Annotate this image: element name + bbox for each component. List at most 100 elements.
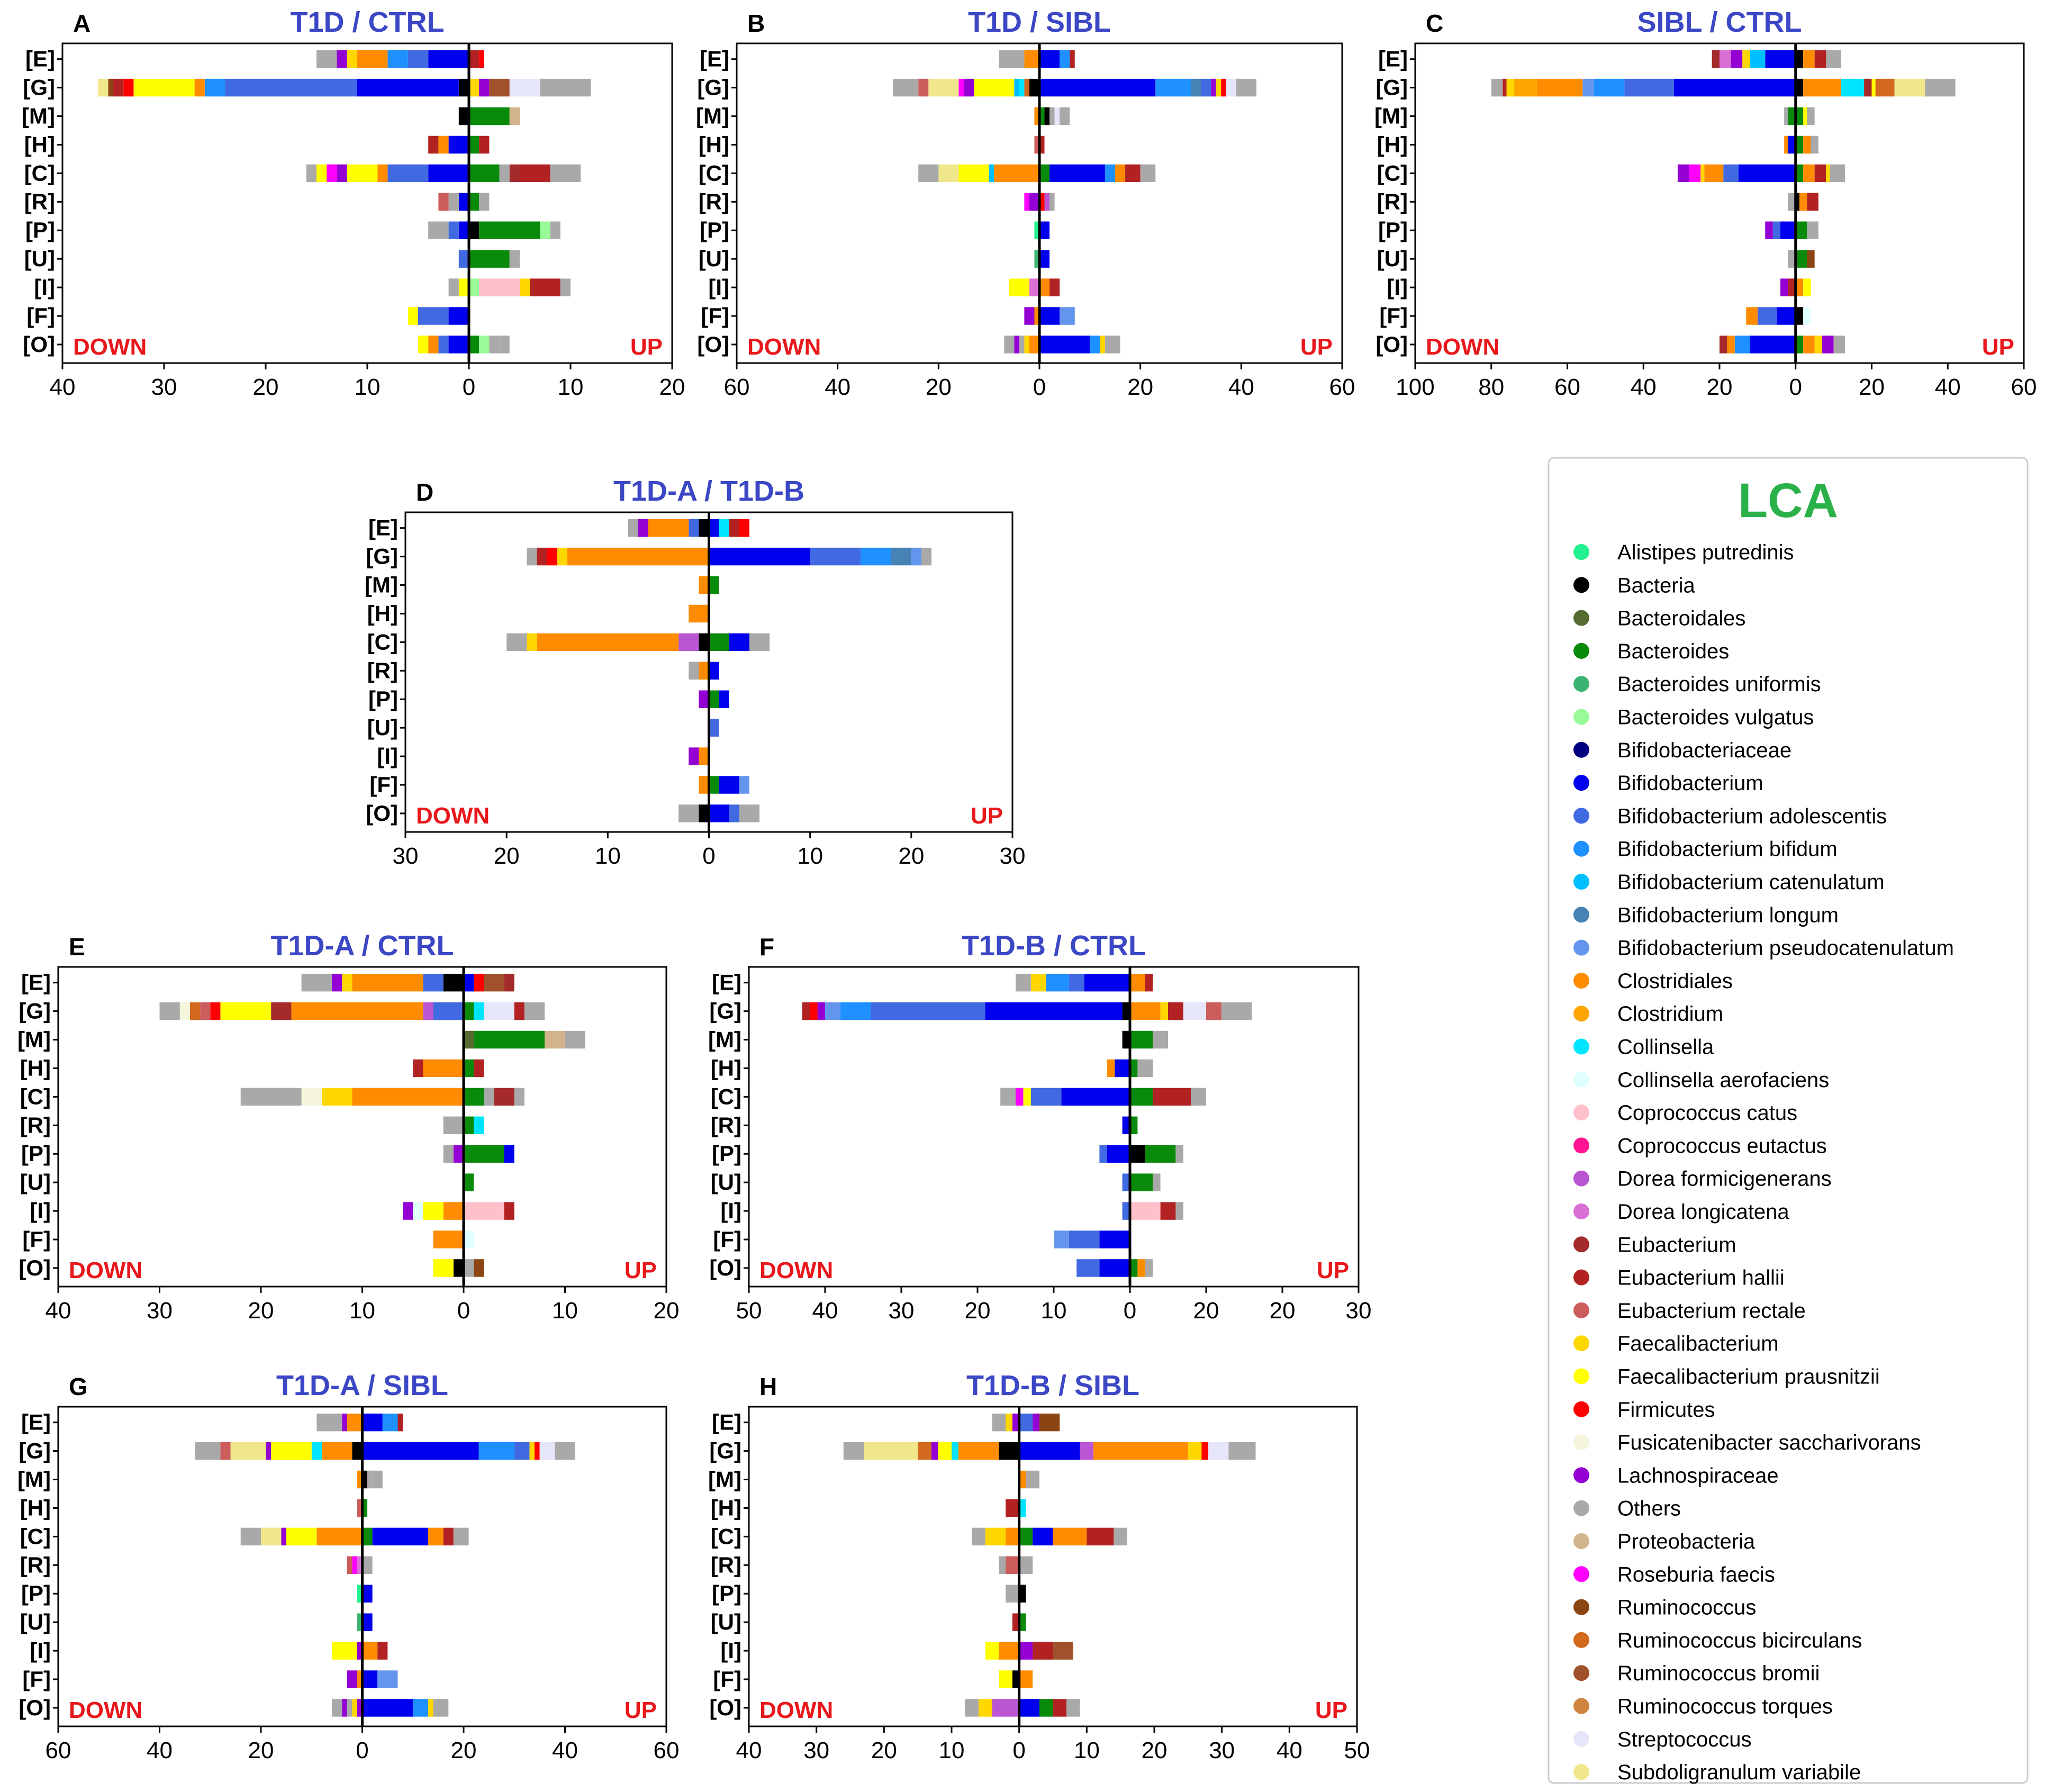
bar-segment: [458, 250, 469, 268]
bar-segment: [817, 1002, 825, 1020]
legend-marker: [1573, 1731, 1589, 1747]
category-label: [H]: [1377, 132, 1408, 157]
legend-label: Coprococcus eutactus: [1617, 1134, 1827, 1157]
bar-segment: [992, 1699, 1019, 1717]
category-label: [R]: [367, 658, 398, 683]
bar-segment: [316, 164, 327, 183]
bar-segment: [464, 1230, 474, 1248]
bar-segment: [1803, 135, 1811, 154]
bar-segment: [464, 1002, 474, 1020]
bar-segment: [484, 1088, 494, 1106]
bar-segment: [648, 519, 689, 537]
bar-segment: [1803, 164, 1815, 183]
x-tick-label: 30: [1346, 1298, 1372, 1324]
down-label: DOWN: [759, 1257, 833, 1283]
category-label: [F]: [1379, 303, 1408, 328]
legend-marker: [1573, 1269, 1589, 1286]
bar-segment: [1727, 336, 1735, 354]
category-label: [E]: [1378, 47, 1408, 71]
bar-segment: [484, 1002, 514, 1020]
bar-segment: [499, 336, 510, 354]
bar-segment: [539, 1442, 555, 1460]
bar-segment: [464, 1173, 474, 1191]
bar-segment: [506, 633, 527, 651]
bar-segment: [342, 1699, 347, 1717]
bar-segment: [1046, 973, 1069, 992]
bar-segment: [347, 1699, 352, 1717]
legend-label: Firmicutes: [1617, 1398, 1715, 1422]
bar-segment: [1765, 50, 1796, 68]
bar-segment: [448, 221, 459, 239]
legend-marker: [1573, 1038, 1589, 1055]
bar-segment: [1803, 107, 1807, 125]
x-tick-label: 30: [147, 1298, 173, 1324]
legend-marker: [1573, 907, 1589, 923]
bar-segment: [1122, 1116, 1130, 1135]
bar-segment: [362, 1470, 368, 1489]
bar-segment: [678, 804, 699, 822]
bar-segment: [1871, 78, 1876, 97]
bar-segment: [448, 135, 469, 154]
bar-segment: [1034, 250, 1039, 268]
bar-segment: [537, 547, 547, 566]
category-label: [U]: [711, 1170, 741, 1194]
category-label: [R]: [711, 1112, 741, 1137]
bar-segment: [387, 50, 408, 68]
bar-segment: [1039, 250, 1050, 268]
bar-segment: [347, 1556, 352, 1574]
x-tick-label: 40: [736, 1737, 762, 1763]
bar-segment: [749, 633, 770, 651]
bar-segment: [225, 78, 357, 97]
panel-G: [E] [G] [M] [H] [C] [R] [P] [U] [I] [F] [O] 60 40 20 0…: [17, 1370, 679, 1763]
bar-segment: [1033, 1413, 1039, 1432]
bar-segment: [1093, 1442, 1188, 1460]
bar-segment: [418, 336, 429, 354]
category-label: [R]: [20, 1112, 51, 1137]
bar-segment: [438, 336, 449, 354]
bar-segment: [438, 193, 449, 211]
bar-segment: [1019, 1499, 1026, 1517]
bar-segment: [443, 1202, 464, 1220]
category-label: [I]: [720, 1638, 741, 1663]
legend-marker: [1573, 1434, 1589, 1451]
bar-segment: [443, 1527, 454, 1546]
panel-title: T1D-A / T1D-B: [613, 475, 804, 507]
bar-segment: [1054, 107, 1060, 125]
bar-segment: [352, 1088, 464, 1106]
category-label: [H]: [711, 1495, 741, 1520]
bar-segment: [189, 1002, 201, 1020]
bar-segment: [1006, 1413, 1012, 1432]
x-tick-label: 40: [552, 1737, 578, 1763]
bar-segment: [1016, 1088, 1024, 1106]
x-tick-label: 40: [1277, 1737, 1302, 1763]
bar-segment: [1006, 1499, 1019, 1517]
category-label: [M]: [365, 573, 398, 598]
legend-marker: [1573, 642, 1589, 659]
bar-segment: [911, 547, 921, 566]
bar-segment: [423, 1059, 464, 1078]
panel-title: T1D / CTRL: [291, 6, 445, 38]
category-label: [C]: [1377, 160, 1408, 185]
bar-segment: [469, 107, 510, 125]
bar-segment: [1183, 1002, 1206, 1020]
bar-segment: [1734, 336, 1750, 354]
bar-segment: [861, 547, 891, 566]
legend-label: Bifidobacterium adolescentis: [1617, 804, 1887, 828]
bar-segment: [1795, 250, 1807, 268]
bar-segment: [352, 1556, 357, 1574]
legend-marker: [1573, 1368, 1589, 1384]
panel-title: SIBL / CTRL: [1637, 6, 1802, 38]
bar-segment: [1894, 78, 1925, 97]
bar-segment: [387, 164, 429, 183]
bar-segment: [1807, 193, 1818, 211]
x-tick-label: 20: [898, 843, 924, 869]
bar-segment: [1029, 278, 1039, 296]
legend-label: Bacteroides vulgatus: [1617, 706, 1814, 729]
x-tick-label: 20: [451, 1737, 477, 1763]
bar-segment: [1826, 50, 1841, 68]
bar-segment: [220, 1002, 272, 1020]
category-label: [F]: [713, 1227, 741, 1252]
bar-segment: [352, 973, 423, 992]
legend-marker: [1573, 544, 1589, 560]
